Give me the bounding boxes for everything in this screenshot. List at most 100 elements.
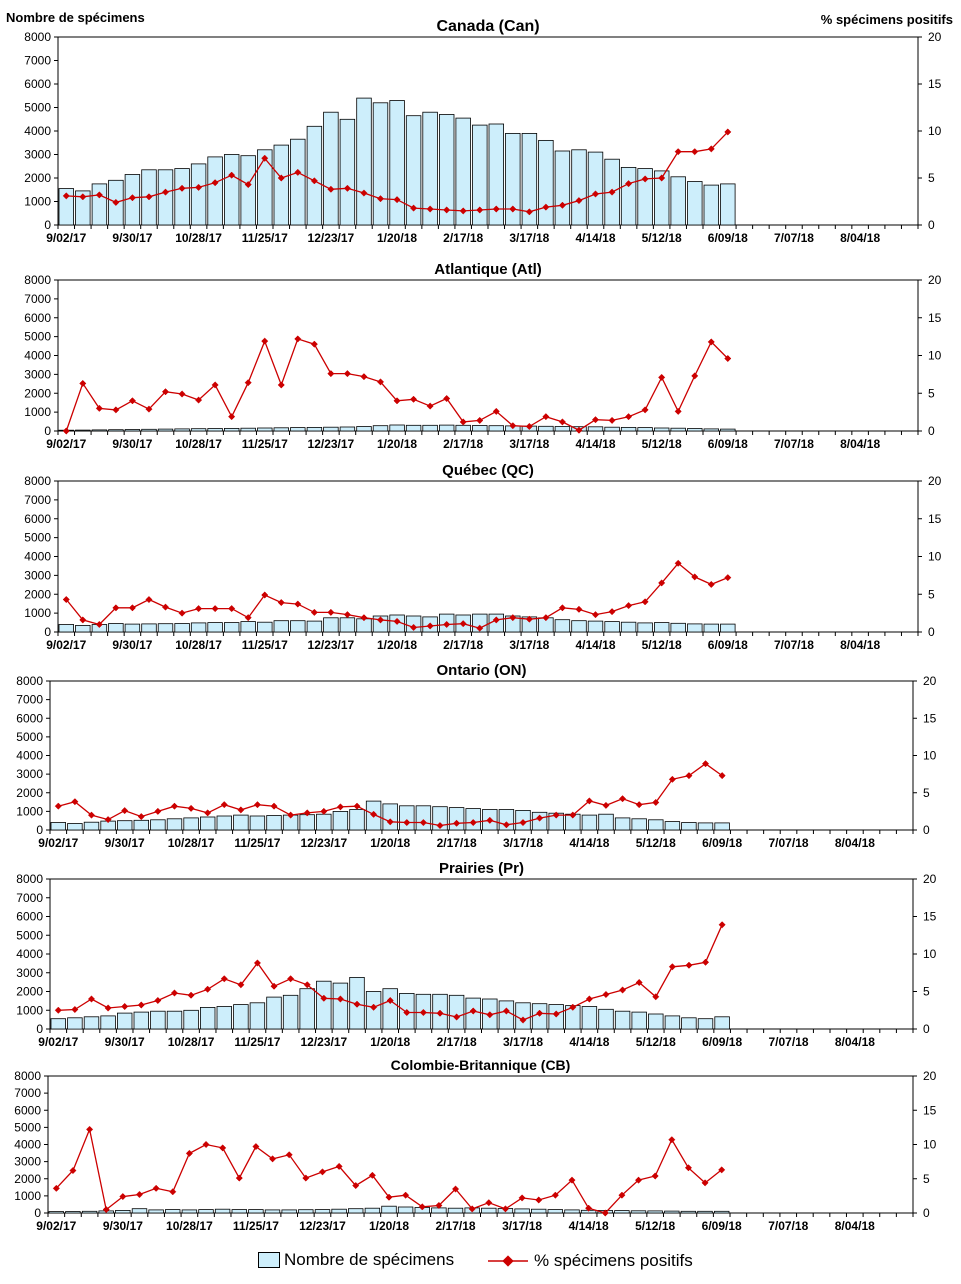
bar	[157, 428, 174, 432]
percent-point	[403, 818, 411, 827]
bar	[389, 424, 405, 432]
percent-point	[542, 203, 550, 211]
y-tick-label: 5000	[24, 101, 51, 115]
bar	[115, 1210, 131, 1214]
y2-tick-label: 5	[923, 1172, 930, 1186]
percent-point	[701, 1179, 709, 1187]
percent-point	[476, 624, 484, 632]
percent-point	[619, 986, 627, 994]
percent-point	[185, 1149, 193, 1157]
bar	[306, 426, 323, 432]
x-tick-label: 2/17/18	[443, 638, 483, 652]
percent-point	[87, 811, 96, 819]
percent-point	[253, 801, 262, 809]
bar	[166, 818, 183, 831]
percent-point	[625, 180, 633, 188]
percent-point	[558, 418, 566, 426]
percent-point	[685, 772, 693, 780]
percent-point	[237, 981, 245, 989]
percent-point	[128, 194, 136, 202]
x-tick-label: 10/28/17	[168, 836, 215, 850]
bar	[654, 170, 670, 226]
y-tick-label: 0	[36, 823, 43, 837]
percent-point	[54, 1006, 62, 1014]
percent-point	[310, 340, 318, 348]
bar	[223, 622, 240, 633]
percent-point	[310, 608, 318, 616]
percent-point	[270, 982, 278, 990]
bar	[347, 1208, 364, 1214]
percent-point	[360, 189, 368, 197]
percent-point	[228, 605, 236, 613]
bar	[257, 621, 273, 633]
y-tick-label: 3000	[16, 767, 43, 781]
percent-point	[71, 1005, 79, 1014]
percent-point	[476, 206, 484, 214]
y-tick-label: 8000	[24, 273, 51, 287]
bar	[587, 426, 604, 432]
bar	[472, 425, 488, 432]
bar	[647, 1210, 663, 1214]
percent-point	[718, 772, 726, 780]
percent-point	[104, 816, 112, 824]
percent-point	[343, 370, 351, 378]
percent-point	[551, 1191, 559, 1199]
percent-point	[376, 195, 385, 203]
bar	[637, 168, 653, 226]
percent-point	[360, 373, 368, 381]
percent-point	[410, 204, 418, 212]
percent-point	[102, 1206, 110, 1214]
bar	[680, 1210, 697, 1214]
percent-point	[668, 963, 676, 971]
percent-point	[187, 804, 195, 812]
percent-point	[486, 816, 494, 824]
percent-point	[294, 335, 302, 343]
percent-point	[435, 1201, 443, 1210]
legend-line-swatch	[488, 1255, 528, 1267]
bar	[399, 805, 415, 831]
y-tick-label: 4000	[24, 349, 51, 363]
bar	[316, 980, 332, 1030]
percent-point	[277, 381, 285, 389]
bar	[240, 155, 256, 226]
bar	[405, 424, 422, 432]
x-tick-label: 8/04/18	[835, 836, 875, 850]
x-tick-label: 6/09/18	[702, 1035, 742, 1049]
bar	[264, 1209, 281, 1214]
percent-point	[674, 148, 682, 156]
bar	[299, 814, 315, 831]
percent-point	[410, 623, 418, 632]
percent-point	[658, 579, 666, 587]
percent-point	[701, 760, 710, 768]
bar	[83, 1016, 100, 1030]
bar	[207, 156, 223, 226]
bar	[290, 620, 306, 633]
y-tick-label: 3000	[24, 568, 51, 582]
bar	[505, 132, 521, 226]
bar	[199, 816, 216, 831]
percent-point	[641, 175, 649, 183]
x-tick-label: 8/04/18	[835, 1219, 875, 1233]
x-tick-label: 4/14/18	[569, 1219, 609, 1233]
bar	[571, 149, 587, 226]
y2-tick-label: 10	[923, 947, 937, 961]
bar	[515, 1002, 531, 1030]
percent-point	[718, 1166, 726, 1174]
percent-point	[54, 802, 62, 810]
bar	[298, 1209, 314, 1214]
x-tick-label: 11/25/17	[242, 231, 288, 245]
bar	[630, 1210, 647, 1214]
x-tick-label: 5/12/18	[636, 1035, 676, 1049]
y-tick-label: 0	[44, 424, 51, 438]
bar	[150, 1010, 166, 1030]
percent-point	[135, 1190, 144, 1199]
y-tick-label: 6000	[16, 910, 43, 924]
y2-tick-label: 20	[923, 674, 937, 688]
percent-point	[62, 427, 70, 435]
bar	[148, 1209, 164, 1214]
x-tick-label: 1/20/18	[377, 638, 417, 652]
x-tick-label: 7/07/18	[768, 1219, 808, 1233]
percent-point	[310, 177, 318, 185]
percent-point	[426, 622, 434, 630]
percent-point	[707, 338, 715, 346]
